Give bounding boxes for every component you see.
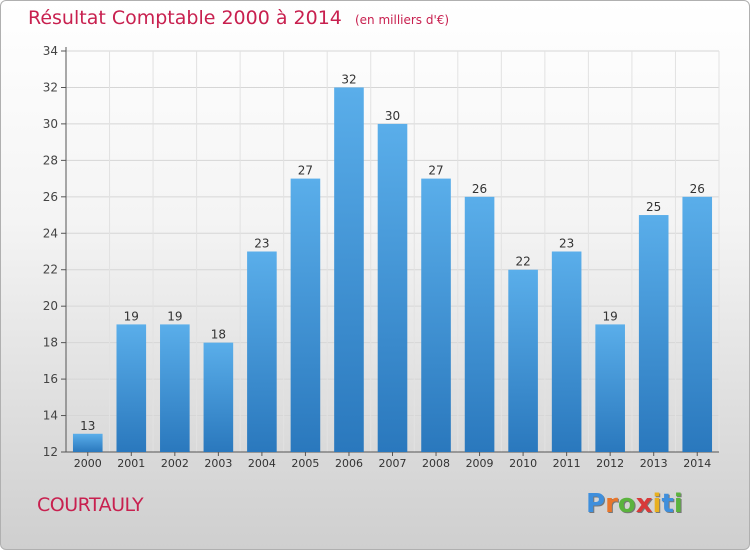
y-tick-label: 22 [43,263,58,277]
y-tick-label: 16 [43,372,58,386]
y-tick-label: 34 [43,44,58,58]
logo-letter: o [617,489,636,519]
value-label: 26 [690,182,705,196]
value-label: 23 [559,237,574,251]
logo-letter: P [586,489,606,519]
commune-name: COURTAULY [37,494,144,516]
x-tick-label: 2010 [509,457,537,470]
x-tick-label: 2011 [553,457,581,470]
value-label: 19 [603,309,618,323]
bar [377,123,408,452]
labels: 12 14 16 18 20 22 24 26 28 30 32 34 13 2000 19 2001 19 20… [43,44,712,470]
value-label: 13 [80,419,95,433]
logo-letter: x [635,489,653,519]
x-tick-label: 2008 [422,457,450,470]
value-label: 23 [254,237,269,251]
x-tick-label: 2002 [161,457,189,470]
value-label: 27 [428,164,443,178]
x-tick-label: 2001 [117,457,145,470]
value-label: 25 [646,200,661,214]
x-tick-label: 2006 [335,457,363,470]
value-label: 32 [341,72,356,86]
bar [160,324,190,452]
bar [72,433,103,452]
value-label: 30 [385,109,400,123]
chart-title-unit: (en milliers d'€) [354,13,450,27]
bar [682,196,713,452]
y-tick-label: 24 [43,226,58,240]
value-label: 22 [515,255,530,269]
x-tick-label: 2012 [596,457,624,470]
value-label: 27 [298,164,313,178]
x-tick-label: 2007 [379,457,407,470]
y-tick-label: 28 [43,153,58,167]
bar [464,196,495,452]
logo-letter: r [605,489,618,519]
bar [551,251,582,452]
value-label: 19 [124,309,139,323]
x-tick-label: 2000 [74,457,102,470]
bar [508,269,538,452]
logo-letter: i [673,489,683,519]
y-tick-label: 18 [43,336,58,350]
value-label: 19 [167,309,182,323]
x-tick-label: 2009 [466,457,494,470]
y-tick-label: 26 [43,190,58,204]
x-tick-label: 2013 [640,457,668,470]
x-tick-label: 2003 [204,457,232,470]
bar [203,342,234,452]
y-tick-label: 30 [43,117,58,131]
bars [72,87,713,453]
bar [290,178,321,452]
y-tick-label: 12 [43,445,58,459]
y-tick-label: 14 [43,409,58,423]
bar [595,324,625,452]
value-label: 18 [211,328,226,342]
value-label: 26 [472,182,487,196]
chart-title: Résultat Comptable 2000 à 2014 (en milli… [28,7,449,29]
x-tick-label: 2004 [248,457,276,470]
bar [116,324,147,452]
x-tick-label: 2005 [291,457,319,470]
x-tick-label: 2014 [683,457,711,470]
y-tick-label: 20 [43,299,58,313]
bar [334,87,364,453]
proxiti-logo: Proxiti [586,489,683,519]
logo-letter: t [661,489,674,519]
bar [421,178,451,452]
bar [638,215,669,452]
bar [247,251,277,452]
logo-letter: i [652,489,662,519]
chart-title-main: Résultat Comptable 2000 à 2014 [28,7,342,29]
y-tick-label: 32 [43,80,58,94]
